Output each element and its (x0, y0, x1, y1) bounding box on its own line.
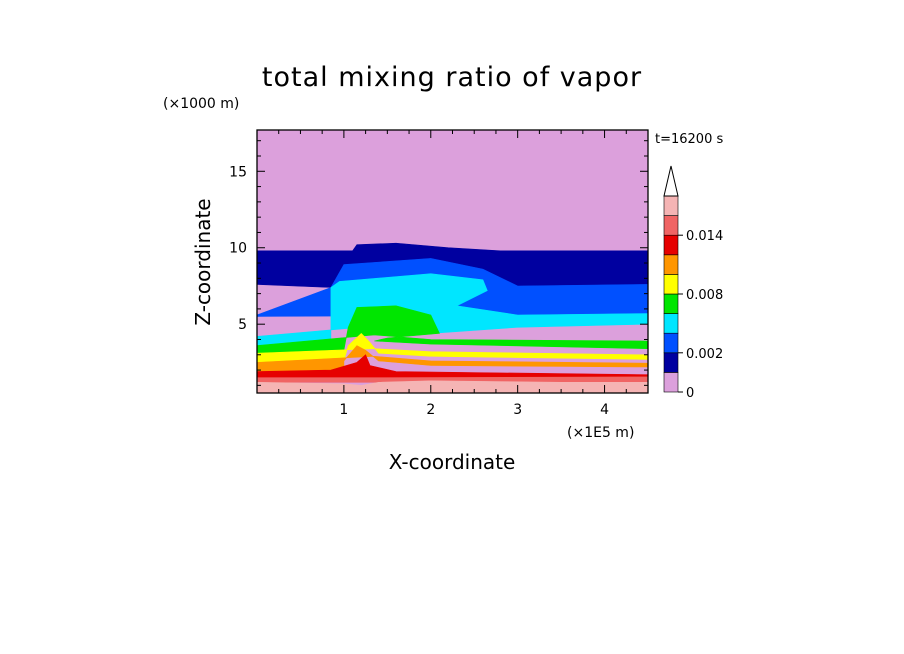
chart-title: total mixing ratio of vapor (262, 62, 642, 93)
x-tick-label: 3 (513, 402, 522, 418)
colorbar-extend-arrow (663, 165, 679, 197)
colorbar-swatch (663, 274, 679, 295)
colorbar: 0 0.002 0.008 0.014 (663, 165, 723, 401)
colorbar-swatch (663, 195, 679, 216)
y-tick-label: 15 (229, 164, 247, 180)
y-tick-label: 5 (238, 317, 247, 333)
time-label: t=16200 s (655, 132, 723, 147)
colorbar-swatch (663, 293, 679, 314)
colorbar-tick-label: 0 (686, 386, 694, 401)
y-axis-label: Z-coordinate (191, 198, 215, 325)
colorbar-tick-label: 0.014 (686, 229, 723, 244)
colorbar-swatch (663, 372, 679, 393)
colorbar-tick-label: 0.002 (686, 347, 723, 362)
x-axis-unit: (×1E5 m) (567, 425, 634, 441)
x-tick-label: 1 (339, 402, 348, 418)
contour-band (257, 345, 648, 372)
y-tick-label: 10 (229, 241, 247, 257)
contour-band (257, 380, 648, 393)
contour-band (257, 354, 648, 379)
contour-band (257, 305, 648, 354)
axes: 1 2 3 4 5 10 15 (229, 129, 649, 418)
colorbar-swatch (663, 352, 679, 373)
plot-area (257, 130, 648, 393)
x-tick-label: 4 (600, 402, 609, 418)
colorbar-swatch (663, 332, 679, 354)
colorbar-swatch (663, 215, 679, 236)
y-axis-unit: (×1000 m) (163, 96, 239, 112)
contour-band (257, 332, 648, 363)
colorbar-swatch (663, 313, 679, 334)
colorbar-swatch (663, 234, 679, 256)
colorbar-tick-label: 0.008 (686, 288, 723, 303)
x-axis-label: X-coordinate (389, 450, 516, 474)
colorbar-swatch (663, 254, 679, 275)
x-tick-label: 2 (426, 402, 435, 418)
